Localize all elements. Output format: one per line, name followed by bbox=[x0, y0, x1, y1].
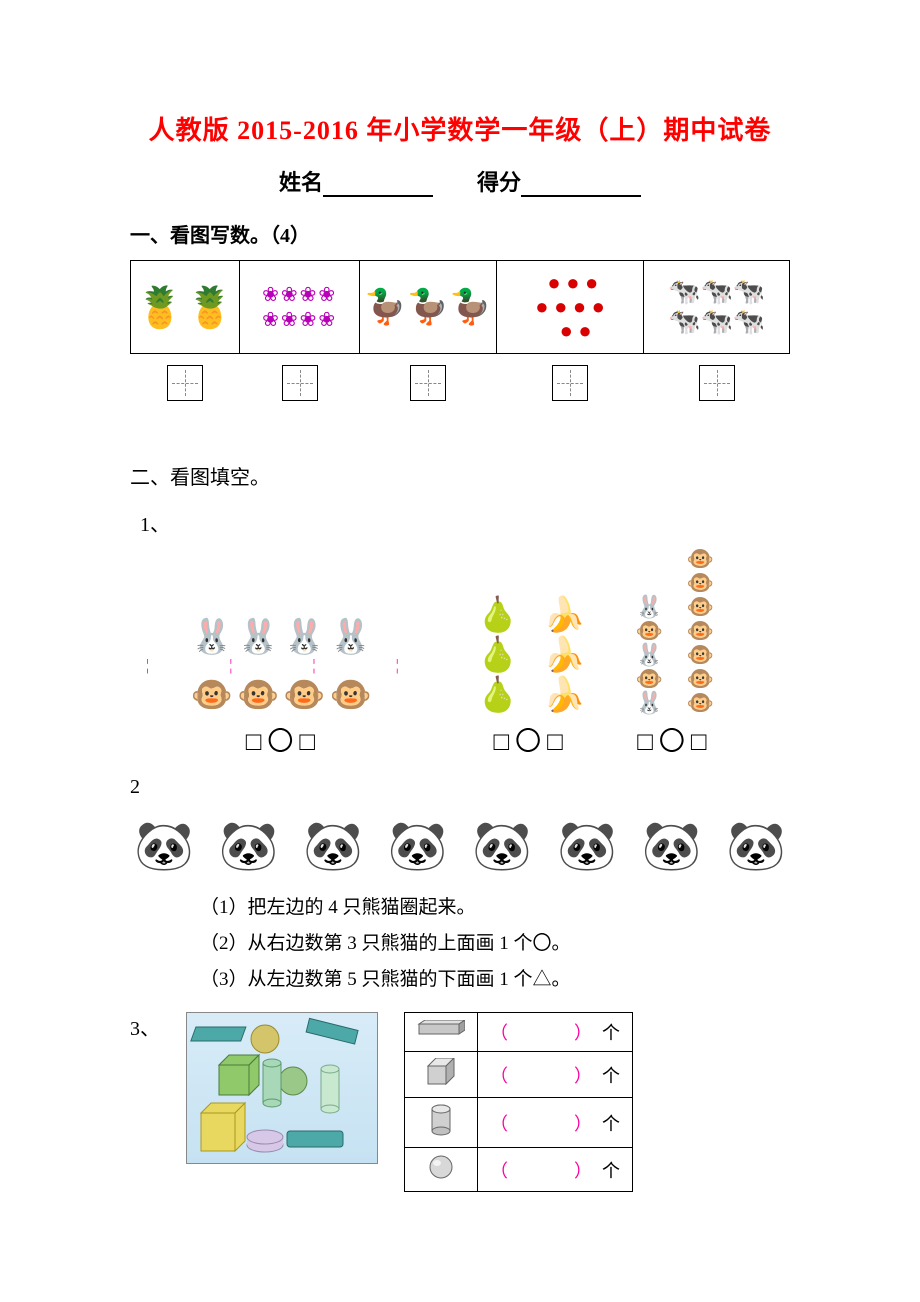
mixed-left-col: 🐰🐵🐰🐵🐰 bbox=[636, 595, 663, 715]
paren-cell[interactable]: （ ）个 bbox=[478, 1098, 633, 1148]
panda-icon: 🐼 bbox=[219, 817, 279, 874]
score-label: 得分 bbox=[477, 170, 521, 195]
q2-label: 2 bbox=[130, 776, 790, 799]
pear-icon: 🍐 🍐 🍐 bbox=[477, 595, 519, 715]
pineapple-icon: 🍍🍍 bbox=[135, 285, 235, 330]
tomato-icon: ● ● ●● ● ● ● ● ● bbox=[498, 271, 643, 343]
shape-sphere-icon bbox=[405, 1148, 478, 1192]
instruction-3: （3）从左边数第 5 只熊猫的下面画 1 个△。 bbox=[200, 962, 790, 998]
instruction-1: （1）把左边的 4 只熊猫圈起来。 bbox=[200, 890, 790, 926]
name-score-line: 姓名 得分 bbox=[130, 165, 790, 197]
panda-icon: 🐼 bbox=[134, 817, 194, 874]
panda-icon: 🐼 bbox=[472, 817, 532, 874]
panda-icon: 🐼 bbox=[303, 817, 363, 874]
cell-ducks: 🦆🦆🦆 bbox=[360, 261, 497, 354]
paren-cell[interactable]: （ ）个 bbox=[478, 1148, 633, 1192]
panda-icon: 🐼 bbox=[726, 817, 786, 874]
panda-row: 🐼 🐼 🐼 🐼 🐼 🐼 🐼 🐼 bbox=[130, 817, 790, 874]
table-row: （ ）个 bbox=[405, 1098, 633, 1148]
answer-cell bbox=[240, 354, 360, 412]
cell-flowers: ❀❀❀❀ ❀❀❀❀ bbox=[240, 261, 360, 354]
shape-cuboid-icon bbox=[405, 1013, 478, 1052]
section2-heading: 二、看图填空。 bbox=[130, 461, 790, 490]
answer-box[interactable] bbox=[282, 365, 318, 401]
answer-cell bbox=[131, 354, 240, 412]
page-title: 人教版 2015-2016 年小学数学一年级（上）期中试卷 bbox=[130, 110, 790, 147]
shapes-svg bbox=[187, 1013, 377, 1163]
answer-box[interactable] bbox=[699, 365, 735, 401]
flower-icon: ❀❀❀❀ bbox=[241, 282, 358, 307]
count-objects-table: 🍍🍍 ❀❀❀❀ ❀❀❀❀ 🦆🦆🦆 ● ● ●● ● ● ● ● ● 🐄🐄🐄🐄🐄🐄 bbox=[130, 260, 790, 411]
paren-cell[interactable]: （ ）个 bbox=[478, 1052, 633, 1098]
instruction-2: （2）从右边数第 3 只熊猫的上面画 1 个〇。 bbox=[200, 926, 790, 962]
section1-heading: 一、看图写数。（4） bbox=[130, 219, 790, 248]
cell-tomatoes: ● ● ●● ● ● ● ● ● bbox=[496, 261, 644, 354]
cell-pineapples: 🍍🍍 bbox=[131, 261, 240, 354]
table-row: （ ）个 bbox=[405, 1052, 633, 1098]
group-pears-bananas: 🍐 🍐 🍐 🍌 🍌 🍌 □〇□ bbox=[467, 595, 596, 758]
q1-label: 1、 bbox=[140, 508, 790, 537]
name-underline[interactable] bbox=[323, 193, 433, 197]
compare-symbols[interactable]: □〇□ bbox=[467, 721, 596, 758]
dash-lines: ¦ ¦ ¦ ¦ bbox=[130, 657, 437, 675]
compare-groups-row: 🐰🐰🐰🐰 ¦ ¦ ¦ ¦ 🐵🐵🐵🐵 □〇□ 🍐 🍐 🍐 🍌 🍌 🍌 □〇□ bbox=[130, 547, 790, 758]
cell-cows: 🐄🐄🐄🐄🐄🐄 bbox=[644, 261, 790, 354]
answer-box[interactable] bbox=[410, 365, 446, 401]
answer-cell bbox=[360, 354, 497, 412]
monkey-icon: 🐵🐵🐵🐵 bbox=[130, 675, 437, 715]
name-label: 姓名 bbox=[279, 170, 323, 195]
paren-cell[interactable]: （ ）个 bbox=[478, 1013, 633, 1052]
group-mixed-columns: 🐰🐵🐰🐵🐰 🐵🐵🐵🐵🐵🐵🐵 □〇□ bbox=[626, 547, 725, 758]
cow-icon: 🐄🐄🐄🐄🐄🐄 bbox=[645, 277, 788, 337]
mixed-right-col: 🐵🐵🐵🐵🐵🐵🐵 bbox=[687, 547, 714, 715]
shapes-box bbox=[186, 1012, 378, 1164]
panda-icon: 🐼 bbox=[642, 817, 702, 874]
table-row: （ ）个 bbox=[405, 1013, 633, 1052]
panda-icon: 🐼 bbox=[388, 817, 448, 874]
table-row: （ ）个 bbox=[405, 1148, 633, 1192]
answer-box[interactable] bbox=[552, 365, 588, 401]
answer-cell bbox=[644, 354, 790, 412]
shape-count-table: （ ）个 （ ）个 （ ）个 （ ）个 bbox=[404, 1012, 633, 1192]
q3-row: 3、 bbox=[130, 1012, 790, 1192]
flower-icon: ❀❀❀❀ bbox=[241, 307, 358, 332]
shape-cylinder-icon bbox=[405, 1098, 478, 1148]
shape-cube-icon bbox=[405, 1052, 478, 1098]
score-underline[interactable] bbox=[521, 193, 641, 197]
worksheet-page: 人教版 2015-2016 年小学数学一年级（上）期中试卷 姓名 得分 一、看图… bbox=[0, 0, 920, 1252]
compare-symbols[interactable]: □〇□ bbox=[626, 721, 725, 758]
panda-instructions: （1）把左边的 4 只熊猫圈起来。 （2）从右边数第 3 只熊猫的上面画 1 个… bbox=[200, 890, 790, 998]
duck-icon: 🦆🦆🦆 bbox=[364, 289, 491, 326]
banana-icon: 🍌 🍌 🍌 bbox=[543, 595, 585, 715]
answer-cell bbox=[496, 354, 644, 412]
rabbit-icon: 🐰🐰🐰🐰 bbox=[130, 617, 437, 657]
q3-label: 3、 bbox=[130, 1012, 160, 1041]
group-rabbits-monkeys: 🐰🐰🐰🐰 ¦ ¦ ¦ ¦ 🐵🐵🐵🐵 □〇□ bbox=[130, 617, 437, 758]
panda-icon: 🐼 bbox=[557, 817, 617, 874]
compare-symbols[interactable]: □〇□ bbox=[130, 721, 437, 758]
answer-box[interactable] bbox=[167, 365, 203, 401]
